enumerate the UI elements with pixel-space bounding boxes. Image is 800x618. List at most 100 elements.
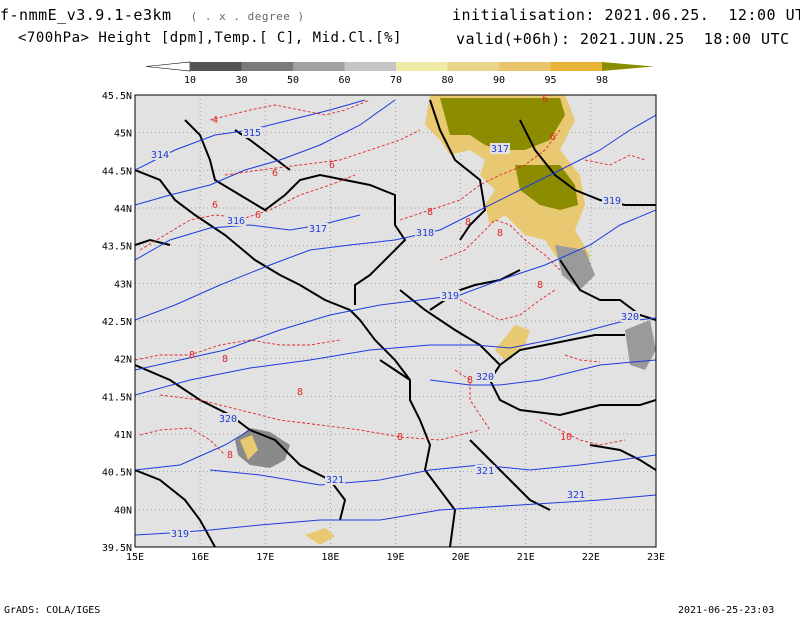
lat-label: 45.5N xyxy=(102,91,132,102)
colorbar-labels: 10 30 50 60 70 80 90 95 98 xyxy=(184,75,608,86)
lon-label: 20E xyxy=(452,552,470,563)
height-label: 319 xyxy=(171,529,189,540)
temp-label: 6 xyxy=(255,210,261,221)
temp-label: 6 xyxy=(550,132,556,143)
lon-label: 22E xyxy=(582,552,600,563)
temp-label: 8 xyxy=(297,387,303,398)
lon-label: 18E xyxy=(321,552,339,563)
colorbar-label: 10 xyxy=(184,75,196,86)
temp-label: 6 xyxy=(542,94,548,105)
height-label: 319 xyxy=(441,291,459,302)
lon-label: 21E xyxy=(517,552,535,563)
cloud-patch-bulgaria xyxy=(625,320,656,370)
temperature-contours xyxy=(135,99,646,456)
height-label-bg xyxy=(490,143,510,154)
lat-label: 41.5N xyxy=(102,392,132,403)
height-label: 321 xyxy=(476,466,494,477)
temp-label: 8 xyxy=(397,432,403,443)
height-label: 314 xyxy=(151,150,169,161)
height-label-bg xyxy=(325,474,345,485)
lat-label: 39.5N xyxy=(102,543,132,554)
height-label: 320 xyxy=(621,312,639,323)
lat-label: 43.5N xyxy=(102,242,132,253)
height-label: 316 xyxy=(227,216,245,227)
temp-label: 8 xyxy=(465,217,471,228)
temp-label: 10 xyxy=(560,432,572,443)
colorbar-label: 90 xyxy=(493,75,505,86)
height-label-bg xyxy=(475,371,495,382)
lon-label: 17E xyxy=(256,552,274,563)
height-label-bg xyxy=(150,149,170,160)
colorbar-segment xyxy=(190,62,242,71)
height-labels: 314 315 316 317 317 318 319 319 320 320 320 321 321 3… xyxy=(150,127,640,540)
temp-label: 6 xyxy=(329,160,335,171)
fields-subtitle: <700hPa> Height [dpm],Temp.[ C], Mid.Cl.… xyxy=(18,30,402,46)
valid-value: 2021.JUN.25 18:00 UTC xyxy=(579,30,790,48)
colorbar-segment xyxy=(499,62,551,71)
cloud-patches xyxy=(235,95,656,545)
lon-label: 15E xyxy=(126,552,144,563)
height-label: 315 xyxy=(243,128,261,139)
height-label-bg xyxy=(308,223,328,234)
cloud-patch-italy-core xyxy=(240,435,258,460)
height-label-bg xyxy=(415,227,435,238)
lat-label: 44.5N xyxy=(102,166,132,177)
colorbar-segments xyxy=(145,61,654,72)
grid-note: ( . x . degree ) xyxy=(190,10,305,23)
temp-label: 8 xyxy=(497,228,503,239)
colorbar-segment xyxy=(344,62,396,71)
temp-label: 6 xyxy=(272,168,278,179)
temp-labels: 4 6 6 6 6 6 6 8 8 8 8 8 8 8 8 8 8 10 xyxy=(189,94,572,461)
footer-timestamp: 2021-06-25-23:03 xyxy=(678,605,775,616)
latitude-labels: 45.5N 45N 44.5N 44N 43.5N 43N 42.5N 42N 41.5N 41N… xyxy=(102,91,132,554)
lon-label: 19E xyxy=(386,552,404,563)
height-label-bg xyxy=(602,195,622,206)
lat-label: 45N xyxy=(114,129,132,140)
model-title: f-nmmE_v3.9.1-e3km ( . x . degree ) xyxy=(0,6,305,24)
lat-label: 41N xyxy=(114,430,132,441)
map-frame xyxy=(134,94,657,548)
height-label-bg xyxy=(620,311,640,322)
height-label: 318 xyxy=(416,228,434,239)
height-label: 321 xyxy=(567,490,585,501)
init-line: initialisation: 2021.06.25. 12:00 UTC xyxy=(452,6,800,24)
temp-label: 8 xyxy=(427,207,433,218)
cloud-region-north xyxy=(425,95,590,280)
height-label: 319 xyxy=(603,196,621,207)
temp-label: 8 xyxy=(189,350,195,361)
colorbar-segment xyxy=(550,62,602,71)
lon-label: 16E xyxy=(191,552,209,563)
colorbar-segment xyxy=(396,62,448,71)
height-label: 317 xyxy=(309,224,327,235)
colorbar-segment xyxy=(241,62,293,71)
height-label-bg xyxy=(218,413,238,424)
height-label: 320 xyxy=(219,414,237,425)
valid-label: valid(+06h): xyxy=(456,30,571,48)
height-label: 320 xyxy=(476,372,494,383)
temp-label: 4 xyxy=(212,115,218,126)
cloud-patch-albania xyxy=(495,325,530,360)
height-label: 317 xyxy=(491,144,509,155)
temp-label: 8 xyxy=(222,354,228,365)
init-value: 2021.06.25. 12:00 UTC xyxy=(604,6,800,24)
height-label-bg xyxy=(475,465,495,476)
colorbar-high-arrow xyxy=(602,62,654,71)
init-label: initialisation: xyxy=(452,6,595,24)
height-label-bg xyxy=(170,528,190,539)
lat-label: 43N xyxy=(114,279,132,290)
longitude-labels: 15E 16E 17E 18E 19E 20E 21E 22E 23E xyxy=(126,552,665,563)
colorbar-label: 98 xyxy=(596,75,608,86)
lat-label: 40N xyxy=(114,505,132,516)
temp-label: 6 xyxy=(212,200,218,211)
cloud-colorbar: 10 30 50 60 70 80 90 95 98 xyxy=(145,61,654,86)
lat-label: 44N xyxy=(114,204,132,215)
lat-label: 42N xyxy=(114,355,132,366)
temp-label: 8 xyxy=(467,375,473,386)
lon-label: 23E xyxy=(647,552,665,563)
colorbar-label: 50 xyxy=(287,75,299,86)
footer-credit: GrADS: COLA/IGES xyxy=(4,605,101,616)
colorbar-label: 70 xyxy=(390,75,402,86)
model-name: f-nmmE_v3.9.1-e3km xyxy=(0,6,172,24)
cloud-core-north xyxy=(440,98,565,150)
